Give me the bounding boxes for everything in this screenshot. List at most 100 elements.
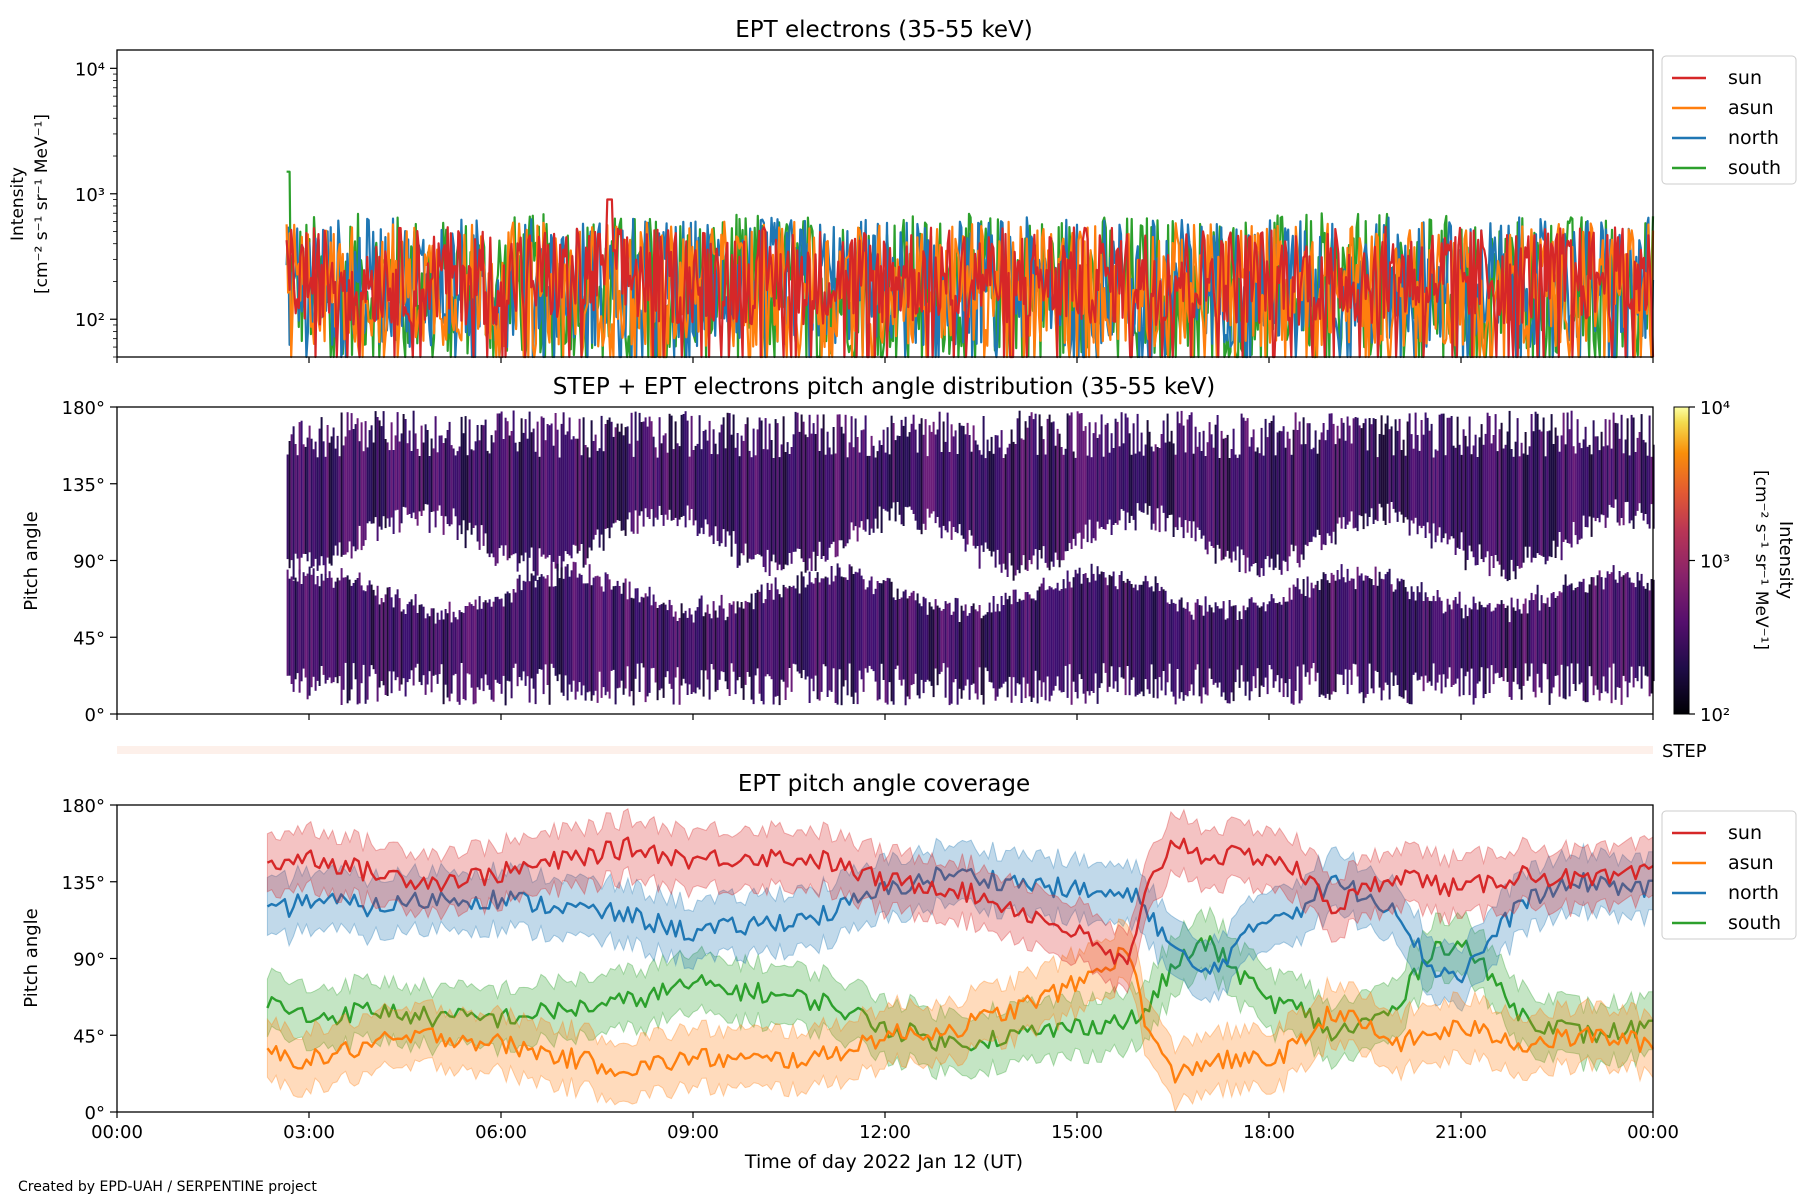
heatmap-cell (588, 564, 591, 692)
heatmap-cell (1506, 431, 1509, 582)
heatmap-cell (1514, 441, 1517, 580)
heatmap-cell (1552, 592, 1555, 688)
heatmap-cell (936, 429, 939, 517)
heatmap-cell (1390, 426, 1393, 502)
heatmap-cell (794, 588, 797, 665)
heatmap-cell (552, 586, 555, 668)
heatmap-cell (824, 576, 827, 667)
heatmap-cell (354, 579, 357, 680)
heatmap-cell (394, 594, 397, 681)
heatmap-cell (874, 588, 877, 682)
heatmap-cell (292, 426, 295, 580)
heatmap-cell (710, 454, 713, 536)
heatmap-cell (764, 418, 767, 573)
heatmap-cell (1142, 455, 1145, 513)
heatmap-cell (804, 434, 807, 573)
heatmap-cell (516, 451, 519, 572)
heatmap-cell (838, 414, 841, 541)
heatmap-cell (340, 412, 343, 557)
heatmap-cell (1548, 430, 1551, 557)
heatmap-cell (1042, 577, 1045, 683)
heatmap-cell (1018, 598, 1021, 685)
heatmap-cell (1650, 456, 1653, 505)
heatmap-cell (634, 411, 637, 511)
heatmap-cell (1344, 440, 1347, 529)
heatmap-cell (1074, 569, 1077, 692)
heatmap-cell (428, 456, 431, 533)
heatmap-cell (498, 599, 501, 684)
heatmap-cell (1600, 577, 1603, 694)
heatmap-cell (1388, 568, 1391, 700)
heatmap-cell (726, 616, 729, 690)
heatmap-cell (686, 617, 689, 695)
heatmap-cell (480, 608, 483, 679)
heatmap-cell (1580, 581, 1583, 683)
heatmap-cell (1088, 422, 1091, 520)
heatmap-cell (796, 575, 799, 672)
heatmap-cell (1582, 439, 1585, 516)
heatmap-cell (754, 593, 757, 676)
heatmap-cell (478, 596, 481, 690)
heatmap-cell (844, 577, 847, 681)
heatmap-cell (900, 419, 903, 525)
heatmap-cell (1276, 432, 1279, 555)
heatmap-cell (1442, 613, 1445, 675)
heatmap-cell (870, 435, 873, 529)
heatmap-cell (1070, 412, 1073, 550)
heatmap-cell (1044, 590, 1047, 701)
heatmap-cell (1532, 600, 1535, 692)
heatmap-cell (718, 605, 721, 680)
heatmap-cell (468, 602, 471, 675)
heatmap-cell (1620, 576, 1623, 705)
heatmap-cell (1082, 574, 1085, 694)
heatmap-cell (1272, 415, 1275, 571)
heatmap-cell (1320, 579, 1323, 695)
heatmap-cell (1648, 415, 1651, 529)
heatmap-cell (720, 424, 723, 544)
heatmap-cell (1202, 430, 1205, 536)
heatmap-cell (362, 451, 365, 546)
heatmap-cell (360, 422, 363, 551)
heatmap-cell (442, 619, 445, 705)
heatmap-cell (1486, 412, 1489, 552)
y-tick-label: 45° (73, 628, 105, 649)
heatmap-cell (642, 597, 645, 668)
heatmap-cell (1030, 598, 1033, 702)
heatmap-cell (418, 456, 421, 512)
heatmap-cell (1356, 566, 1359, 677)
heatmap-cell (384, 439, 387, 529)
heatmap-cell (1482, 444, 1485, 563)
heatmap-cell (616, 423, 619, 521)
heatmap-cell (902, 425, 905, 526)
heatmap-cell (1460, 454, 1463, 533)
heatmap-cell (838, 567, 841, 670)
heatmap-cell (526, 581, 529, 677)
heatmap-cell (1510, 597, 1513, 700)
heatmap-cell (1208, 422, 1211, 542)
heatmap-cell (1126, 578, 1129, 666)
heatmap-cell (798, 593, 801, 674)
heatmap-cell (1292, 429, 1295, 552)
heatmap-cell (1400, 450, 1403, 515)
heatmap-cell (446, 430, 449, 524)
heatmap-cell (992, 453, 995, 552)
heatmap-cell (1186, 602, 1189, 697)
heatmap-cell (322, 441, 325, 566)
heatmap-cell (900, 597, 903, 686)
heatmap-cell (1490, 443, 1493, 556)
heatmap-cell (1632, 582, 1635, 688)
heatmap-cell (948, 452, 951, 522)
heatmap-cell (778, 594, 781, 706)
heatmap-cell (1360, 573, 1363, 693)
heatmap-cell (898, 436, 901, 515)
heatmap-cell (1648, 590, 1651, 697)
heatmap-cell (544, 440, 547, 559)
heatmap-cell (766, 449, 769, 550)
heatmap-cell (1304, 444, 1307, 545)
heatmap-cell (1228, 458, 1231, 559)
heatmap-cell (302, 444, 305, 554)
heatmap-cell (676, 443, 679, 527)
heatmap-cell (528, 411, 531, 558)
heatmap-cell (1072, 577, 1075, 682)
heatmap-cell (1418, 450, 1421, 526)
